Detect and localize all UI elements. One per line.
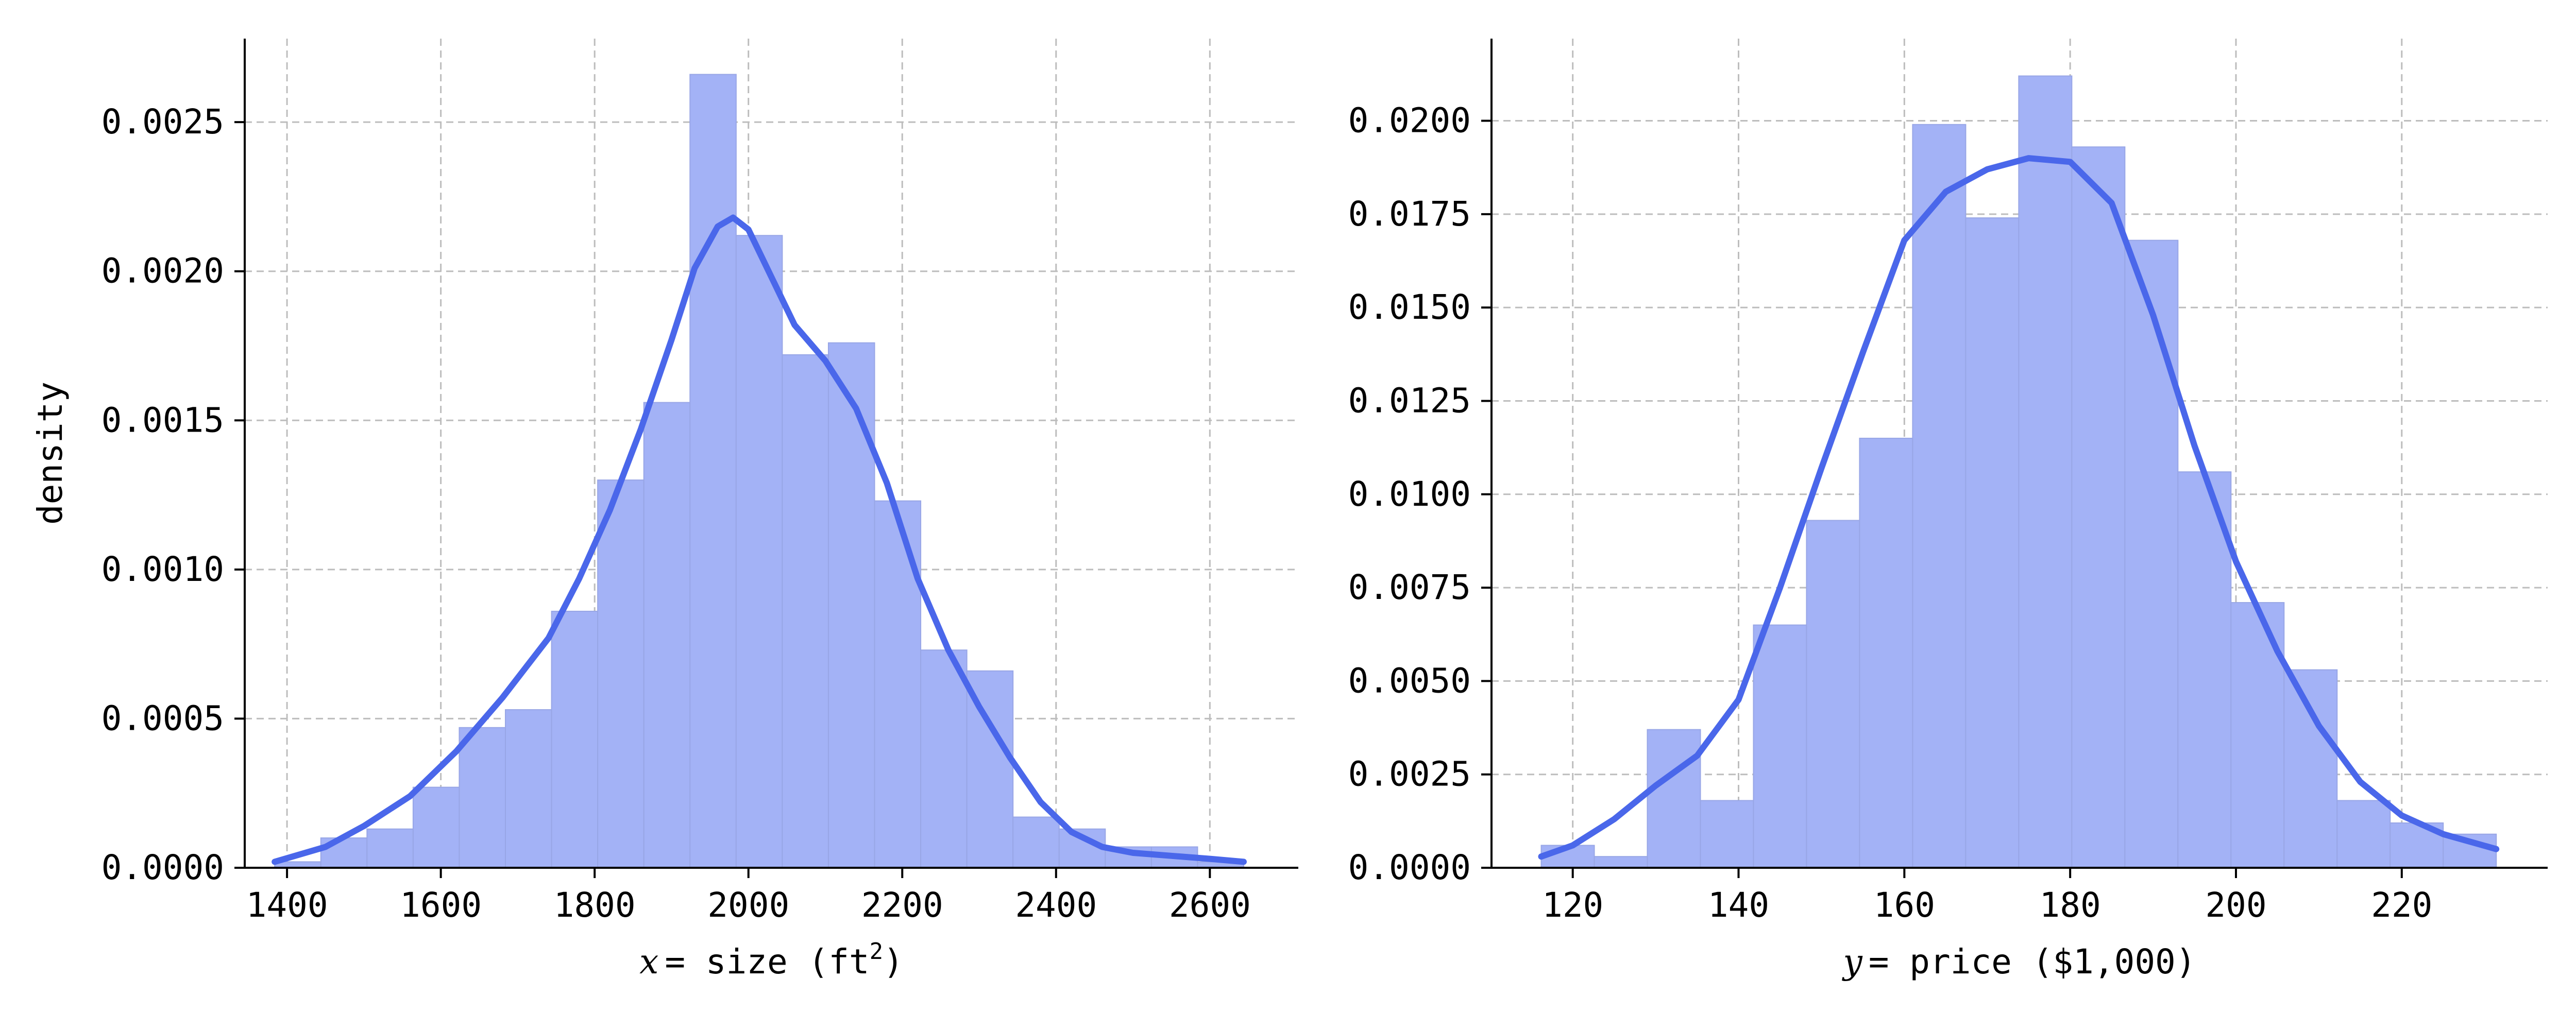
y-tick-label: 0.0125 xyxy=(1348,381,1471,420)
y-tick-label: 0.0025 xyxy=(101,102,224,142)
x-tick-label: 200 xyxy=(2205,885,2266,925)
y-tick-label: 0.0005 xyxy=(101,698,224,738)
histogram-bar xyxy=(1965,217,2020,868)
histogram-panel-size: 1400 1600 1800 2000 2200 2400 2600 0.0000 0.0005… xyxy=(30,39,1298,982)
x-tick-label: 1400 xyxy=(246,885,328,925)
x-axis-label: y = price ($1,000) xyxy=(1841,942,2196,982)
histogram-bar xyxy=(1753,624,1807,869)
y-tick-label: 0.0000 xyxy=(101,848,224,887)
y-tick-label: 0.0010 xyxy=(101,550,224,589)
histogram-bar xyxy=(920,649,968,868)
x-tick-label: 2400 xyxy=(1015,885,1097,925)
x-tick-label: 2600 xyxy=(1169,885,1251,925)
histogram-bar xyxy=(551,610,599,869)
histogram-bars xyxy=(1540,75,2497,869)
y-tick-label: 0.0025 xyxy=(1348,754,1471,794)
histogram-bar xyxy=(1647,729,1701,868)
histogram-bar xyxy=(735,235,783,868)
histogram-bar xyxy=(874,500,922,868)
x-tick-label: 1800 xyxy=(554,885,636,925)
kde-curve xyxy=(272,214,1247,865)
histogram-bar xyxy=(1806,520,1860,868)
y-tick-label: 0.0175 xyxy=(1348,194,1471,234)
histogram-bars xyxy=(274,74,1245,869)
histogram-panel-price: 120 140 160 180 200 220 0.0000 0.0025 0.0050 0.00… xyxy=(1348,39,2548,982)
histogram-bar xyxy=(2124,239,2179,869)
x-tick-label: 160 xyxy=(1874,885,1935,925)
x-tick-label: 180 xyxy=(2040,885,2101,925)
y-tick-label: 0.0000 xyxy=(1348,848,1471,887)
histogram-bar xyxy=(782,354,829,868)
y-tick-label: 0.0150 xyxy=(1348,287,1471,327)
histogram-bar xyxy=(412,786,460,868)
x-tick-label: 220 xyxy=(2371,885,2432,925)
y-tick-label: 0.0200 xyxy=(1348,101,1471,141)
y-tick-label: 0.0015 xyxy=(101,400,224,440)
histogram-bar xyxy=(2018,75,2073,868)
histogram-bar xyxy=(459,727,506,869)
y-tick-label: 0.0050 xyxy=(1348,661,1471,700)
x-tick-label: 1600 xyxy=(400,885,482,925)
histogram-bar xyxy=(643,402,691,868)
histogram-bar xyxy=(1912,124,1967,869)
histogram-bar xyxy=(2336,800,2391,869)
histogram-bar xyxy=(1700,800,1754,869)
y-tick-label: 0.0100 xyxy=(1348,474,1471,514)
histogram-bar xyxy=(1012,816,1060,868)
histogram-bar xyxy=(597,479,645,868)
x-axis-label: x = size (ft2) xyxy=(639,938,904,982)
x-tick-label: 2200 xyxy=(861,885,943,925)
y-tick-label: 0.0075 xyxy=(1348,568,1471,607)
histogram-bar xyxy=(2071,146,2126,868)
histogram-bar xyxy=(689,74,737,868)
histogram-bar xyxy=(2283,669,2338,868)
y-tick-label: 0.0020 xyxy=(101,251,224,291)
histogram-bar xyxy=(1594,856,1648,869)
kde-curve xyxy=(1538,155,2500,860)
y-axis-label: density xyxy=(30,382,70,525)
histogram-bar xyxy=(366,828,414,869)
histogram-bar xyxy=(827,342,875,868)
x-tick-label: 2000 xyxy=(707,885,789,925)
x-tick-label: 120 xyxy=(1542,885,1603,925)
histogram-bar xyxy=(505,709,552,868)
histogram-bar xyxy=(1859,437,1913,868)
x-tick-label: 140 xyxy=(1708,885,1769,925)
